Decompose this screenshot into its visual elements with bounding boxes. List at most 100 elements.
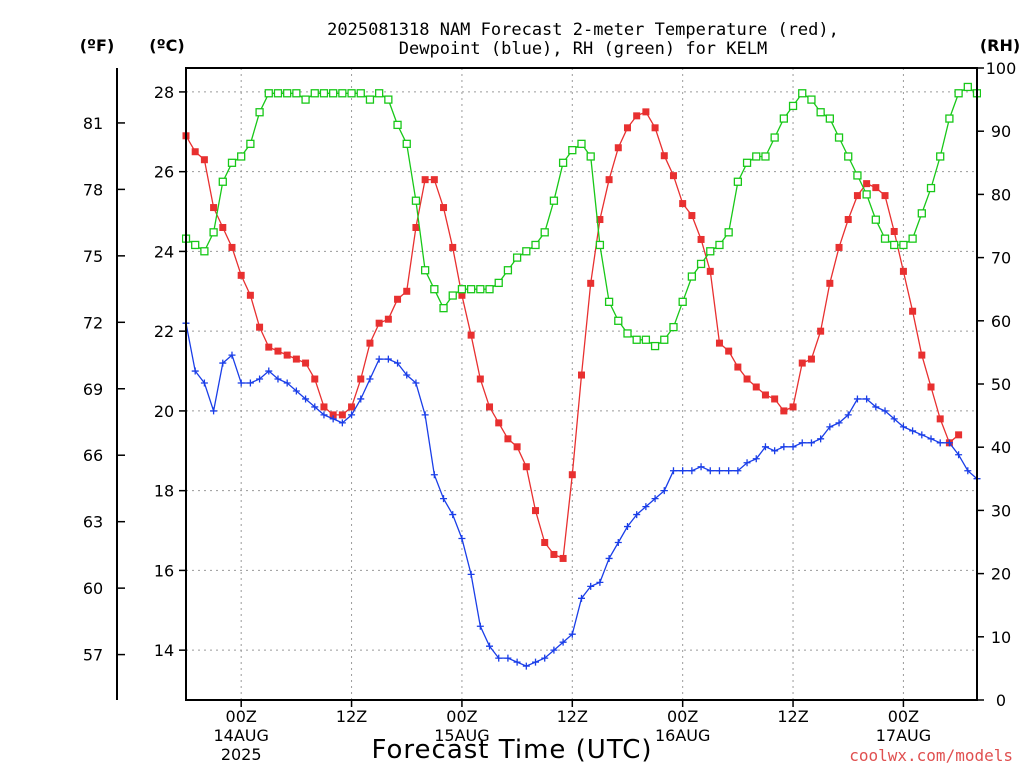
rh-point [862, 190, 871, 199]
dewpoint-point [228, 351, 236, 359]
rh-point [871, 215, 880, 224]
dewpoint-point [366, 375, 374, 383]
temperature-point [789, 403, 797, 411]
rh-point [945, 114, 954, 123]
rh-point [430, 285, 439, 294]
temperature-point [440, 204, 448, 212]
temperature-point [771, 395, 779, 403]
temperature-point [955, 431, 963, 439]
rh-point [715, 240, 724, 250]
rh-point [595, 240, 605, 250]
dewpoint-point [403, 371, 411, 379]
temperature-point [568, 471, 576, 479]
rh-point [669, 322, 678, 332]
temperature-point [476, 375, 484, 383]
temperature-point [697, 235, 705, 243]
dewpoint-point [200, 379, 208, 387]
dewpoint-point [752, 455, 760, 463]
series-rh [182, 82, 981, 351]
dewpoint-point [715, 467, 723, 475]
dewpoint-point [348, 411, 356, 419]
temperature-point [467, 331, 475, 339]
rh-point [375, 89, 384, 98]
temperature-point [614, 144, 622, 152]
rh-unit-label: (RH) [980, 36, 1020, 55]
rh-point [623, 329, 632, 338]
dewpoint-point [237, 379, 245, 387]
celsius-tick-label: 28 [154, 83, 174, 102]
rh-tick-label: 60 [991, 312, 1011, 331]
celsius-tick-label: 16 [154, 561, 174, 580]
dewpoint-point [853, 395, 861, 403]
x-axis-title: Forecast Time (UTC) [371, 735, 652, 765]
temperature-point [311, 375, 319, 383]
temperature-point [642, 108, 650, 116]
rh-point [650, 341, 660, 351]
temperature-point [246, 291, 254, 299]
rh-point [844, 152, 853, 161]
dewpoint-point [302, 395, 310, 403]
temperature-point [403, 287, 411, 295]
temperature-point [559, 554, 567, 562]
dewpoint-point [614, 538, 622, 546]
rh-point [724, 228, 733, 237]
dewpoint-point [568, 630, 576, 638]
temperature-point [936, 415, 944, 423]
dewpoint-point [936, 439, 944, 447]
temperature-point [706, 267, 714, 275]
dewpoint-point [780, 443, 788, 451]
rh-point [476, 285, 485, 294]
rh-point [742, 158, 752, 167]
rh-point [457, 285, 467, 294]
temperature-point [669, 172, 677, 180]
dewpoint-point [513, 658, 521, 666]
time-tick-label: 12Z [336, 707, 367, 726]
rh-tick-label: 90 [991, 122, 1011, 141]
rh-point [301, 95, 310, 104]
rh-tick-label: 20 [991, 565, 1011, 584]
temperature-point [798, 359, 806, 367]
celsius-tick-label: 22 [154, 322, 174, 341]
rh-point [788, 101, 798, 111]
dewpoint-point [660, 487, 668, 495]
temperature-point [578, 371, 585, 379]
dewpoint-point [835, 419, 843, 427]
dewpoint-point [955, 451, 963, 459]
dewpoint-point [421, 411, 429, 419]
temperature-point [421, 176, 429, 184]
dewpoint-point [642, 503, 650, 511]
time-tick-label: 00Z [667, 707, 698, 726]
rh-point [264, 89, 273, 98]
rh-point [227, 158, 237, 167]
series-line-rh [185, 86, 978, 347]
dewpoint-point [430, 471, 438, 479]
temperature-point [210, 204, 218, 212]
temperature-point [909, 307, 917, 315]
dewpoint-point [771, 447, 779, 455]
dewpoint-point [495, 654, 503, 662]
time-tick-label: 00Z [226, 707, 257, 726]
dewpoint-point [541, 654, 549, 662]
rh-tick-label: 10 [991, 628, 1011, 647]
temperature-point [219, 223, 227, 231]
dewpoint-point [872, 403, 880, 411]
dewpoint-point [743, 459, 751, 467]
dewpoint-point [798, 439, 806, 447]
fahrenheit-tick-label: 60 [83, 579, 103, 598]
temperature-point [872, 184, 880, 192]
temperature-point [320, 403, 328, 411]
rh-point [448, 291, 457, 300]
rh-tick-label: 0 [996, 691, 1006, 710]
rh-point [798, 89, 807, 98]
time-tick-date: 16AUG [655, 726, 710, 745]
dewpoint-point [292, 387, 300, 395]
rh-point [926, 183, 936, 193]
dewpoint-point [587, 582, 595, 590]
rh-point [752, 152, 761, 161]
rh-point [512, 253, 522, 262]
grid-lines [186, 68, 977, 700]
rh-point [384, 95, 393, 104]
rh-point [917, 209, 926, 218]
temperature-point [522, 463, 530, 471]
time-tick-label: 12Z [557, 707, 588, 726]
